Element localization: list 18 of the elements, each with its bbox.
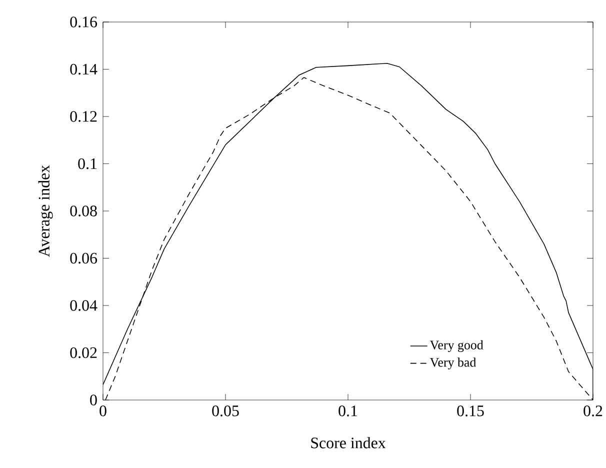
y-tick-label: 0.1: [78, 158, 97, 170]
y-tick-label: 0.16: [70, 16, 98, 28]
x-tick-label: 0.15: [457, 406, 484, 416]
y-tick-label: 0.12: [70, 111, 97, 122]
x-tick-label: 0: [100, 406, 106, 416]
y-tick-label: 0: [90, 394, 97, 406]
y-axis-title: Average index: [38, 165, 53, 257]
y-tick-label: 0.06: [70, 252, 98, 264]
x-tick-label: 0.05: [212, 406, 239, 416]
legend-label: Very good: [430, 340, 484, 352]
legend-label: Very bad: [430, 358, 476, 370]
x-tick-label: 0.1: [338, 406, 358, 416]
y-tick-label: 0.14: [70, 64, 98, 75]
x-axis-title: Score index: [311, 437, 386, 448]
y-tick-label: 0.04: [70, 300, 98, 311]
y-tick-label: 0.02: [70, 347, 97, 358]
x-tick-label: 0.2: [584, 406, 602, 416]
y-tick-label: 0.08: [70, 206, 97, 216]
